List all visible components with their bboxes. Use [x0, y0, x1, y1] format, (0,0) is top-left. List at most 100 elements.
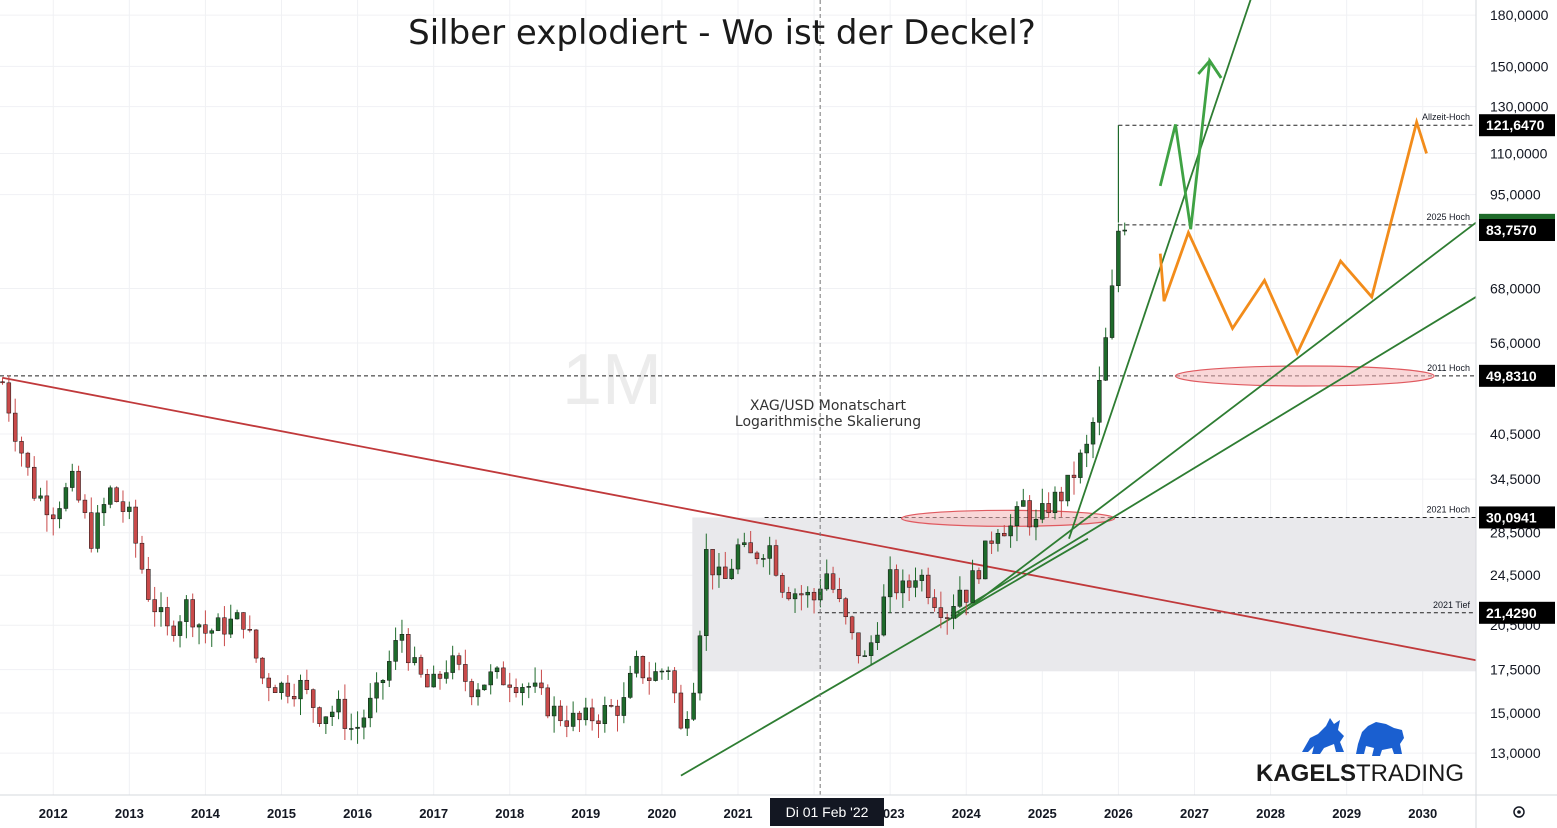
- crosshair-date-box: [770, 798, 884, 826]
- price-tag-value: 21,4290: [1486, 605, 1537, 621]
- candle-body: [906, 580, 912, 588]
- candle-body: [520, 687, 525, 694]
- price-tag-value: 49,8310: [1486, 368, 1537, 384]
- candle-body: [944, 617, 950, 619]
- candle-body: [849, 616, 855, 634]
- candle-body: [76, 470, 81, 501]
- candle-body: [646, 677, 652, 681]
- candle-body: [602, 705, 608, 724]
- candle-body: [640, 656, 646, 679]
- candle-body: [913, 580, 918, 588]
- candle-body: [95, 512, 100, 549]
- candle-body: [387, 661, 392, 681]
- candle-body: [824, 573, 829, 590]
- brand-name: KAGELSTRADING: [1256, 760, 1464, 787]
- price-level-label: 2021 Tief: [1433, 600, 1471, 610]
- y-tick-label: 95,0000: [1490, 187, 1541, 203]
- candle-body: [488, 671, 493, 686]
- x-tick-label: 2014: [191, 806, 221, 821]
- candle-body: [932, 597, 937, 608]
- candle-body: [444, 672, 449, 679]
- x-tick-label: 2015: [267, 806, 296, 821]
- price-tag-box: [1479, 601, 1555, 624]
- candle-body: [704, 549, 709, 637]
- candle-body: [723, 566, 728, 579]
- candle-body: [938, 607, 944, 618]
- candle-body: [1071, 474, 1077, 478]
- candles: [0, 222, 1127, 744]
- candle-body: [190, 599, 195, 628]
- x-tick-label: 2018: [495, 806, 524, 821]
- candle-body: [862, 655, 867, 657]
- candle-body: [729, 568, 734, 579]
- candle-body: [184, 599, 189, 622]
- candle-body: [19, 441, 24, 454]
- candle-body: [406, 634, 411, 664]
- candle-body: [139, 542, 145, 570]
- highlight-ellipse: [1174, 365, 1435, 387]
- settings-icon[interactable]: [1513, 806, 1525, 818]
- candle-body: [279, 682, 284, 693]
- candle-body: [1052, 491, 1058, 514]
- candle-body: [564, 720, 570, 727]
- candle-body: [146, 568, 151, 600]
- price-level-label: 2021 Hoch: [1426, 504, 1470, 514]
- price-axis[interactable]: 180,0000 150,0000 130,0000 110,0000 95,0000 6…: [1475, 0, 1549, 828]
- candle-body: [291, 696, 297, 700]
- candle-body: [1116, 230, 1121, 287]
- candle-body: [1033, 519, 1039, 528]
- candle-body: [266, 677, 272, 688]
- candle-body: [666, 670, 671, 672]
- candle-body: [450, 655, 455, 673]
- annotation-line-2: Logarithmische Skalierung: [735, 414, 921, 430]
- candle-body: [1008, 525, 1013, 537]
- candle-body: [767, 545, 772, 559]
- candle-body: [12, 412, 18, 442]
- x-tick-label: 2028: [1256, 806, 1285, 821]
- candle-body: [532, 682, 538, 687]
- candle-body: [25, 452, 31, 468]
- candle-body: [621, 697, 627, 716]
- candle-body: [196, 624, 202, 628]
- candle-body: [0, 381, 5, 384]
- y-tick-label: 24,5000: [1490, 567, 1541, 583]
- bear-icon: [1356, 722, 1404, 756]
- candle-body: [368, 697, 373, 719]
- fan-trendline: [950, 296, 1477, 617]
- candle-body: [856, 632, 861, 657]
- y-tick-label: 17,5000: [1490, 662, 1541, 678]
- candle-body: [887, 569, 893, 598]
- candle-body: [380, 680, 386, 684]
- candle-body: [1002, 532, 1007, 537]
- candle-body: [209, 630, 214, 634]
- candle-body: [374, 682, 379, 699]
- candle-body: [1122, 229, 1127, 232]
- candle-body: [304, 679, 310, 690]
- candle-body: [361, 717, 367, 728]
- candle-body: [925, 574, 931, 599]
- x-tick-label: 2026: [1104, 806, 1133, 821]
- candle-body: [425, 673, 430, 688]
- candle-body: [133, 506, 138, 544]
- candle-body: [355, 726, 360, 729]
- crosshair-date-label: Di 01 Feb '22: [770, 798, 884, 826]
- candle-body: [6, 382, 12, 414]
- candle-body: [608, 705, 614, 707]
- candle-body: [1109, 285, 1115, 338]
- y-tick-label: 150,0000: [1490, 58, 1549, 74]
- candle-body: [964, 589, 969, 603]
- fan-trendline: [954, 221, 1477, 620]
- candle-body: [1059, 491, 1064, 502]
- brand-logo: KAGELSTRADING: [1256, 718, 1464, 787]
- candle-body: [659, 670, 665, 673]
- candle-body: [583, 707, 589, 721]
- candle-body: [748, 542, 753, 554]
- candle-body: [875, 634, 880, 643]
- candle-body: [272, 687, 278, 693]
- green-projection-path: [1158, 56, 1223, 230]
- candle-body: [685, 719, 690, 729]
- price-level-label: Allzeit-Hoch: [1422, 112, 1470, 122]
- candle-body: [811, 591, 817, 601]
- y-tick-label: 28,5000: [1490, 525, 1541, 541]
